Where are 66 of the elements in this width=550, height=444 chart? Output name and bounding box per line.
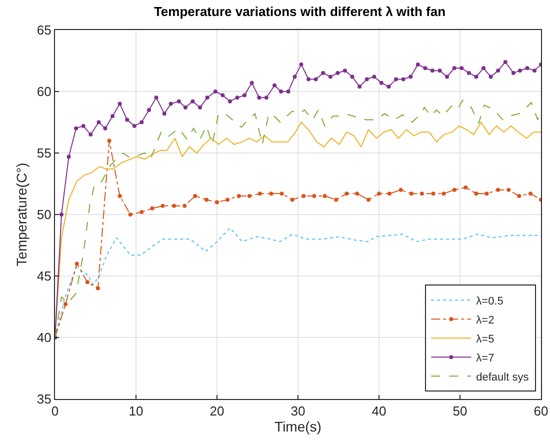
point	[506, 188, 511, 192]
point	[398, 188, 403, 192]
x-tick-label: 40	[372, 404, 386, 419]
point	[290, 198, 294, 202]
point	[474, 192, 478, 196]
point	[312, 194, 316, 198]
point	[409, 192, 414, 196]
point	[420, 192, 424, 196]
point	[96, 286, 100, 290]
legend-label: λ=2	[476, 314, 494, 326]
point	[140, 210, 144, 214]
y-axis-title: Temperature(C°)	[14, 162, 30, 266]
y-tick-label: 55	[36, 146, 52, 161]
point	[118, 194, 122, 198]
y-tick-label: 50	[36, 207, 52, 222]
x-tick-label: 20	[210, 404, 224, 419]
point	[431, 192, 436, 196]
point	[85, 280, 90, 284]
x-tick-label: 30	[290, 404, 306, 419]
point	[204, 198, 208, 202]
point	[64, 302, 68, 306]
point	[388, 192, 392, 196]
point	[452, 188, 456, 192]
point	[496, 188, 500, 192]
chart-title: Temperature variations with different λ with fan	[154, 4, 446, 19]
point	[334, 198, 338, 202]
point	[517, 194, 522, 198]
point	[74, 262, 79, 266]
legend-label: λ=0.5	[476, 295, 504, 308]
point	[236, 194, 241, 198]
y-tick-label: 65	[36, 22, 52, 38]
point	[528, 192, 532, 196]
point	[215, 200, 219, 204]
point	[258, 192, 262, 196]
point	[377, 192, 381, 196]
point	[366, 198, 370, 202]
point	[247, 194, 252, 198]
point	[442, 192, 446, 196]
point	[193, 194, 198, 198]
point	[182, 204, 187, 208]
point	[484, 192, 489, 196]
legend-label: λ=7	[476, 352, 494, 364]
point	[269, 192, 274, 196]
point	[150, 206, 154, 210]
point	[172, 204, 176, 208]
point	[355, 192, 360, 196]
point	[302, 194, 306, 198]
legend-label: default sys	[476, 371, 530, 384]
legend-label: λ=5	[476, 333, 494, 346]
x-axis-title: Time(s)	[274, 418, 322, 435]
point	[107, 138, 112, 143]
x-tick-label: 10	[128, 404, 144, 419]
point	[464, 185, 468, 190]
x-tick-label: 60	[534, 404, 548, 419]
y-tick-label: 35	[36, 392, 52, 407]
point	[280, 192, 284, 196]
point	[160, 204, 165, 208]
point	[128, 212, 132, 216]
y-tick-label: 40	[36, 330, 52, 346]
y-tick-label: 45	[36, 268, 52, 284]
y-tick-label: 60	[36, 84, 52, 100]
point	[226, 198, 230, 202]
x-tick-label: 50	[452, 404, 468, 419]
point	[344, 192, 349, 196]
point	[322, 194, 327, 198]
x-tick-label: 0	[51, 404, 59, 419]
